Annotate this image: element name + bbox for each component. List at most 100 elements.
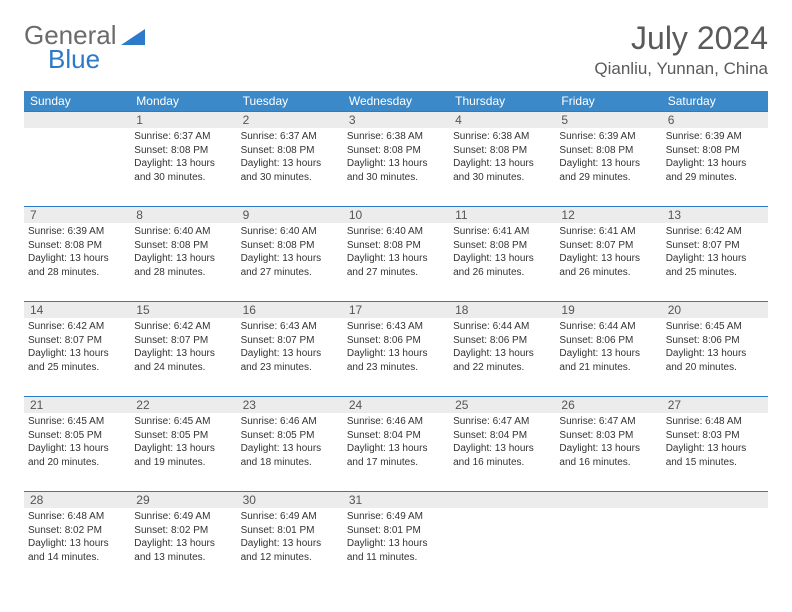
day-number: 29 [130, 491, 236, 508]
day-number: 18 [449, 301, 555, 318]
day-info-line: Sunset: 8:08 PM [453, 240, 551, 253]
day-cell: Sunrise: 6:42 AMSunset: 8:07 PMDaylight:… [130, 318, 236, 396]
day-info-line: Sunrise: 6:45 AM [666, 321, 764, 334]
day-info-line: Sunset: 8:05 PM [134, 430, 232, 443]
day-info-line: Sunset: 8:07 PM [559, 240, 657, 253]
day-cell: Sunrise: 6:40 AMSunset: 8:08 PMDaylight:… [343, 223, 449, 301]
day-number: 27 [662, 396, 768, 413]
day-info-line: and 16 minutes. [453, 457, 551, 470]
day-info-line: and 18 minutes. [241, 457, 339, 470]
day-cell: Sunrise: 6:47 AMSunset: 8:04 PMDaylight:… [449, 413, 555, 491]
day-info-line: and 27 minutes. [241, 267, 339, 280]
day-info-line: and 21 minutes. [559, 362, 657, 375]
day-info-line: and 23 minutes. [347, 362, 445, 375]
day-number: 31 [343, 491, 449, 508]
day-info-line: Daylight: 13 hours [453, 253, 551, 266]
day-info-line: Daylight: 13 hours [241, 348, 339, 361]
day-number: 26 [555, 396, 661, 413]
header: General July 2024 Qianliu, Yunnan, China [24, 20, 768, 79]
day-info-line: Daylight: 13 hours [347, 253, 445, 266]
day-info-line: Sunrise: 6:46 AM [347, 416, 445, 429]
day-info-line: Daylight: 13 hours [453, 443, 551, 456]
day-cell: Sunrise: 6:48 AMSunset: 8:03 PMDaylight:… [662, 413, 768, 491]
day-number: 9 [237, 206, 343, 223]
day-info-line: Sunset: 8:08 PM [347, 145, 445, 158]
day-cell [449, 508, 555, 586]
day-cell: Sunrise: 6:39 AMSunset: 8:08 PMDaylight:… [24, 223, 130, 301]
day-info-line: and 13 minutes. [134, 552, 232, 565]
day-info-line: Sunset: 8:03 PM [559, 430, 657, 443]
day-info-line: Daylight: 13 hours [241, 443, 339, 456]
day-cell: Sunrise: 6:45 AMSunset: 8:06 PMDaylight:… [662, 318, 768, 396]
day-info-line: Sunset: 8:08 PM [241, 145, 339, 158]
day-number: 17 [343, 301, 449, 318]
day-number: 5 [555, 111, 661, 128]
day-number: 22 [130, 396, 236, 413]
day-info-line: Sunset: 8:03 PM [666, 430, 764, 443]
logo-triangle-icon [121, 20, 145, 51]
day-info-line: and 26 minutes. [559, 267, 657, 280]
daynum-row: 21222324252627 [24, 396, 768, 413]
day-cell: Sunrise: 6:43 AMSunset: 8:07 PMDaylight:… [237, 318, 343, 396]
day-info-line: Sunrise: 6:45 AM [134, 416, 232, 429]
day-cell: Sunrise: 6:45 AMSunset: 8:05 PMDaylight:… [24, 413, 130, 491]
day-info-line: Daylight: 13 hours [559, 348, 657, 361]
day-info-line: Sunrise: 6:42 AM [28, 321, 126, 334]
day-cell: Sunrise: 6:39 AMSunset: 8:08 PMDaylight:… [555, 128, 661, 206]
day-cell: Sunrise: 6:37 AMSunset: 8:08 PMDaylight:… [237, 128, 343, 206]
day-info-line: Sunrise: 6:38 AM [347, 131, 445, 144]
day-cell: Sunrise: 6:40 AMSunset: 8:08 PMDaylight:… [130, 223, 236, 301]
day-info-line: and 11 minutes. [347, 552, 445, 565]
day-info-line: Daylight: 13 hours [134, 443, 232, 456]
day-info-line: and 28 minutes. [28, 267, 126, 280]
day-info-line: Daylight: 13 hours [666, 158, 764, 171]
day-cell: Sunrise: 6:44 AMSunset: 8:06 PMDaylight:… [449, 318, 555, 396]
day-cell: Sunrise: 6:49 AMSunset: 8:01 PMDaylight:… [343, 508, 449, 586]
day-number: 16 [237, 301, 343, 318]
month-title: July 2024 [594, 20, 768, 57]
day-info-line: Daylight: 13 hours [347, 443, 445, 456]
day-cell: Sunrise: 6:49 AMSunset: 8:01 PMDaylight:… [237, 508, 343, 586]
day-info-line: Daylight: 13 hours [559, 158, 657, 171]
day-info-line: and 26 minutes. [453, 267, 551, 280]
day-info-line: Sunrise: 6:40 AM [347, 226, 445, 239]
day-number: 1 [130, 111, 236, 128]
day-header-cell: Sunday [24, 91, 130, 111]
day-info-line: Sunset: 8:07 PM [134, 335, 232, 348]
day-info-line: Daylight: 13 hours [453, 158, 551, 171]
day-info-line: Sunrise: 6:48 AM [666, 416, 764, 429]
day-info-line: Sunset: 8:08 PM [347, 240, 445, 253]
day-info-line: and 23 minutes. [241, 362, 339, 375]
day-cell: Sunrise: 6:44 AMSunset: 8:06 PMDaylight:… [555, 318, 661, 396]
day-header-cell: Wednesday [343, 91, 449, 111]
day-info-line: Daylight: 13 hours [134, 348, 232, 361]
day-cell: Sunrise: 6:43 AMSunset: 8:06 PMDaylight:… [343, 318, 449, 396]
daynum-row: 78910111213 [24, 206, 768, 223]
day-info-line: Sunrise: 6:42 AM [666, 226, 764, 239]
day-info-line: and 19 minutes. [134, 457, 232, 470]
day-info-line: Sunset: 8:08 PM [666, 145, 764, 158]
day-info-line: and 25 minutes. [666, 267, 764, 280]
daynum-row: 14151617181920 [24, 301, 768, 318]
day-cell: Sunrise: 6:46 AMSunset: 8:05 PMDaylight:… [237, 413, 343, 491]
day-number: 8 [130, 206, 236, 223]
day-number: 6 [662, 111, 768, 128]
day-info-line: Daylight: 13 hours [241, 253, 339, 266]
day-cell: Sunrise: 6:38 AMSunset: 8:08 PMDaylight:… [343, 128, 449, 206]
day-info-line: Daylight: 13 hours [347, 158, 445, 171]
daynum-row: 28293031 [24, 491, 768, 508]
day-info-line: Sunrise: 6:47 AM [453, 416, 551, 429]
day-info-line: Sunrise: 6:42 AM [134, 321, 232, 334]
day-info-line: and 15 minutes. [666, 457, 764, 470]
day-number: 14 [24, 301, 130, 318]
day-cell: Sunrise: 6:40 AMSunset: 8:08 PMDaylight:… [237, 223, 343, 301]
day-info-line: and 24 minutes. [134, 362, 232, 375]
day-info-line: Sunset: 8:08 PM [134, 145, 232, 158]
day-header-cell: Saturday [662, 91, 768, 111]
day-number [555, 491, 661, 508]
day-number: 30 [237, 491, 343, 508]
day-info-line: Sunrise: 6:47 AM [559, 416, 657, 429]
day-info-line: Sunrise: 6:43 AM [347, 321, 445, 334]
day-info-line: and 25 minutes. [28, 362, 126, 375]
day-info-line: Sunset: 8:04 PM [347, 430, 445, 443]
